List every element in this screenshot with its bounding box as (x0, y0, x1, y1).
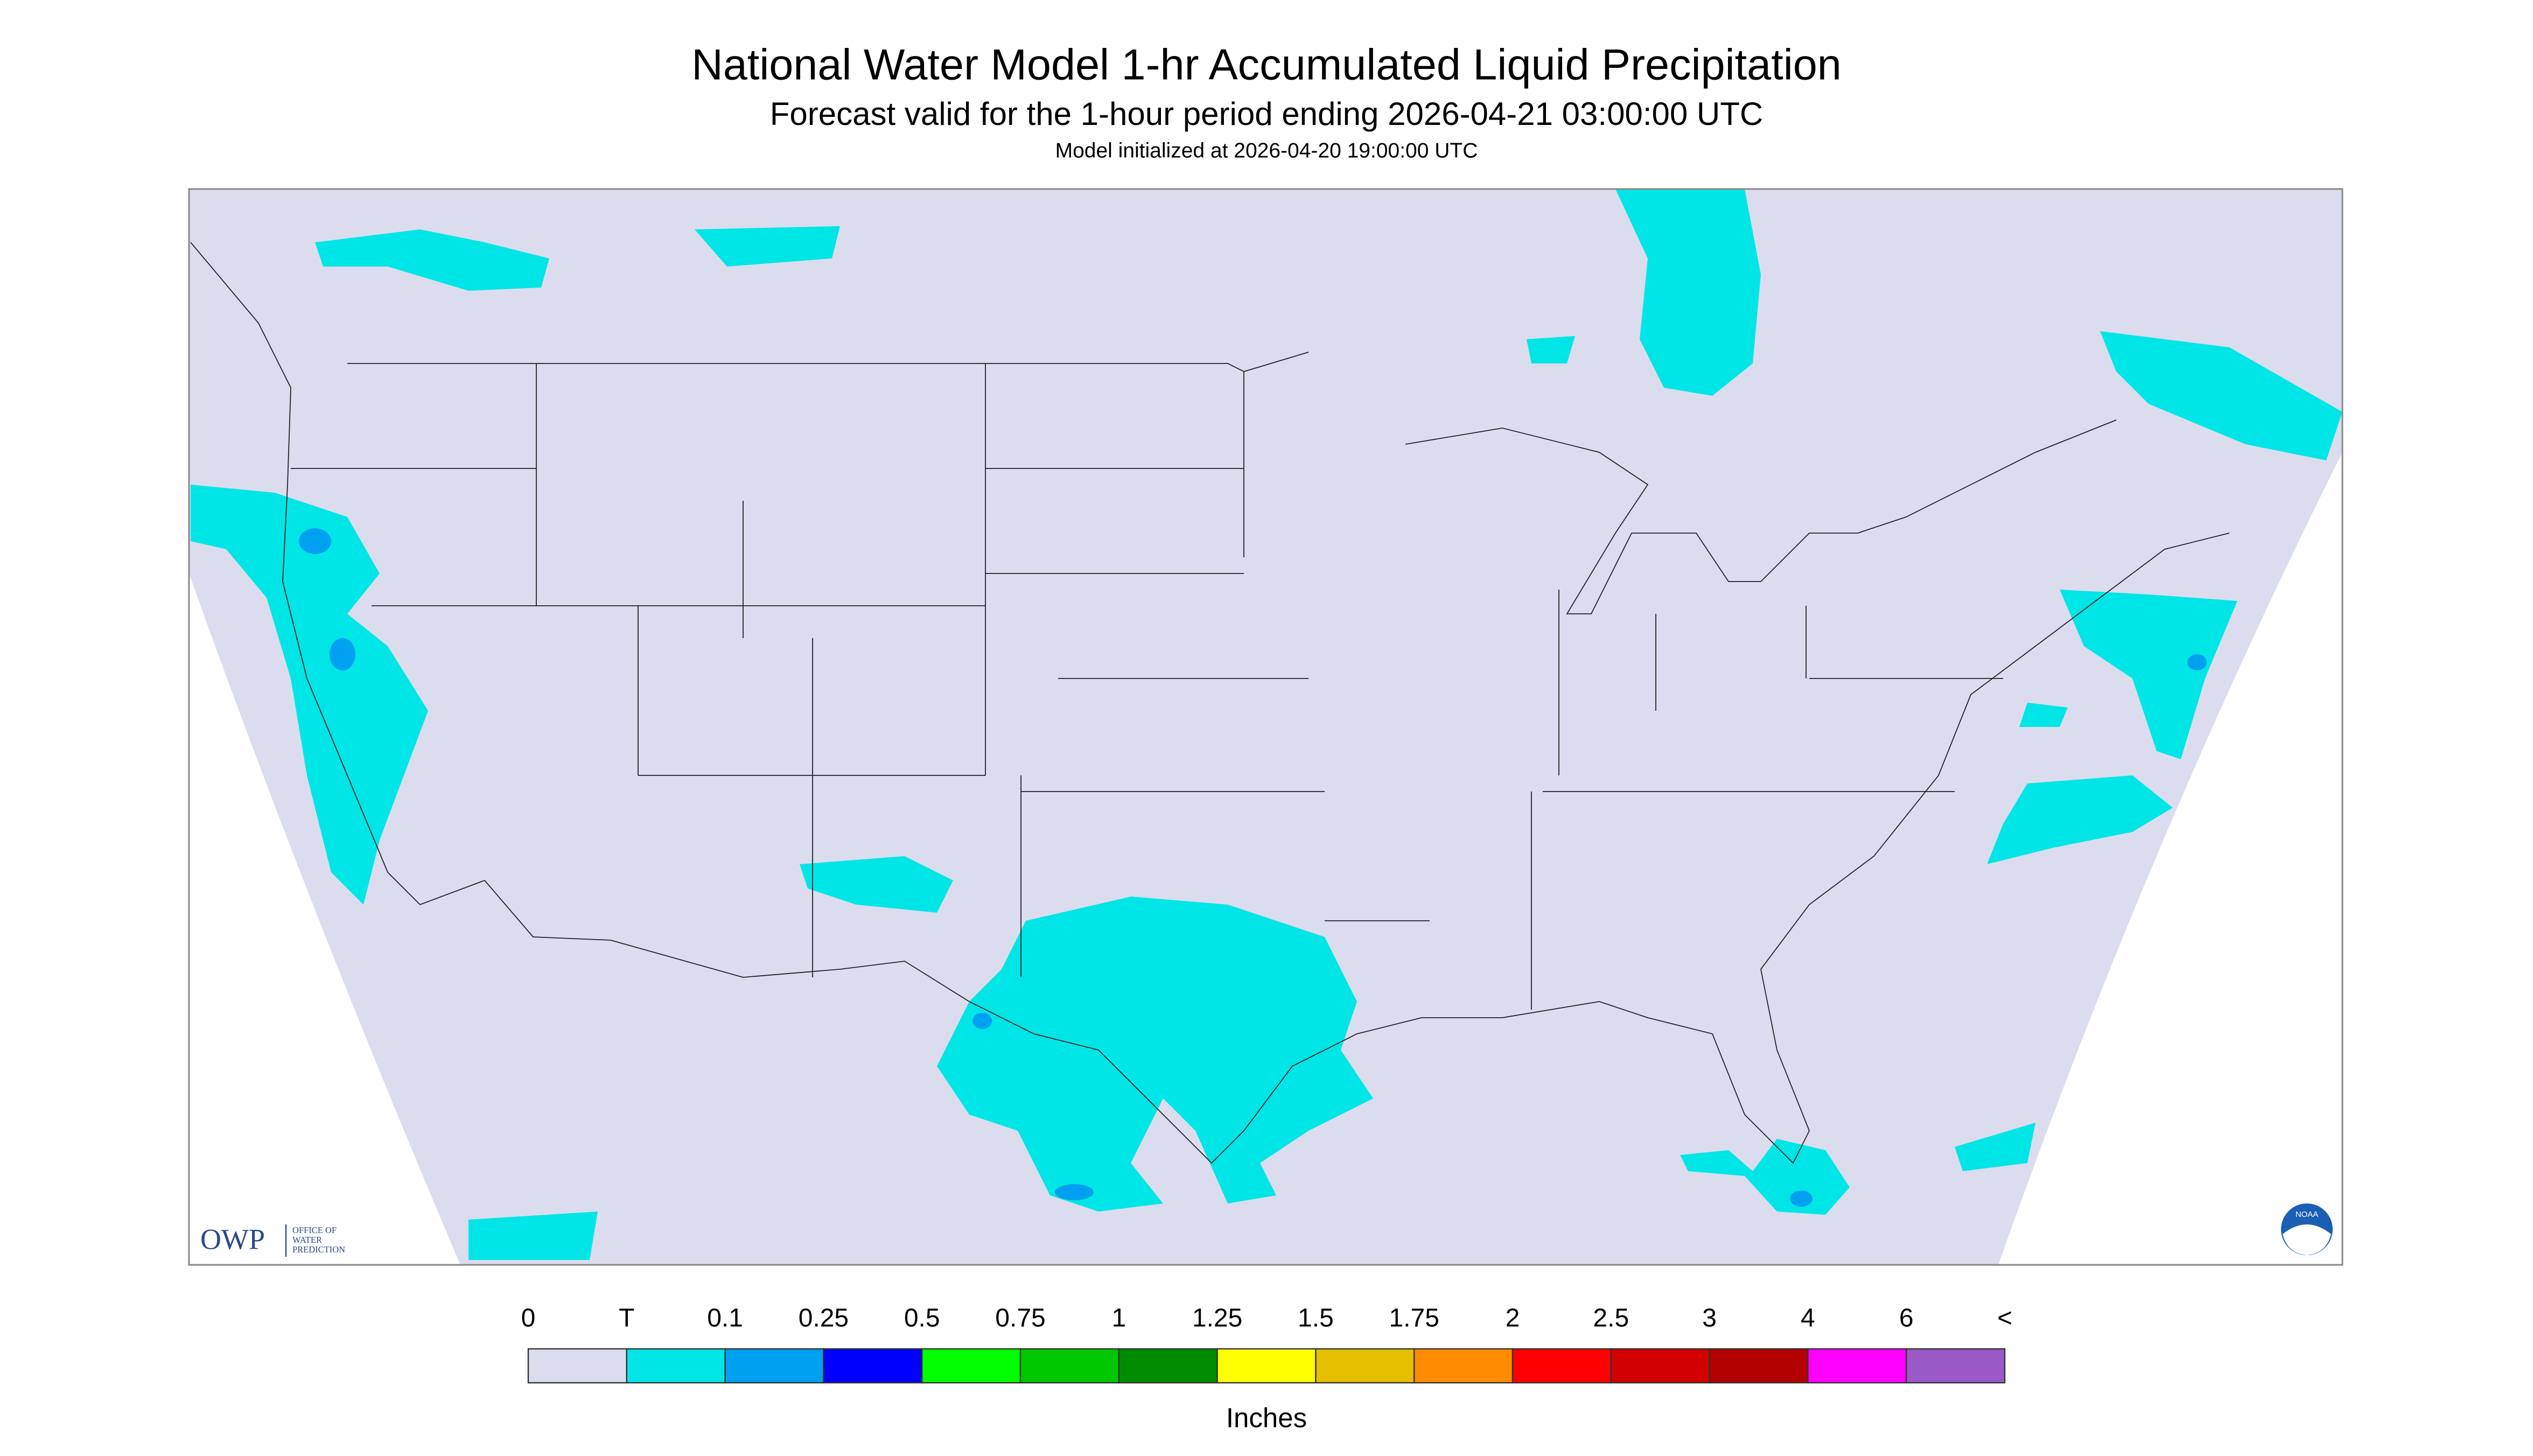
legend-swatch (1905, 1348, 2006, 1384)
legend: 0 T 0.1 0.25 0.5 0.75 1 1.25 1.5 1.75 2 2.5 3 4 6 < (521, 1304, 2012, 1384)
legend-swatch (1118, 1348, 1218, 1384)
legend-label: 6 (1899, 1304, 1914, 1333)
legend-label: 1.25 (1192, 1304, 1242, 1333)
init-time: Model initialized at 2026-04-20 19:00:00… (1055, 139, 1478, 162)
legend-swatch (921, 1348, 1021, 1384)
legend-swatch (724, 1348, 824, 1384)
noaa-text: NOAA (2296, 1210, 2319, 1219)
legend-unit: Inches (1226, 1402, 1307, 1433)
legend-label: 2 (1506, 1304, 1520, 1333)
owp-logo: OWP (200, 1223, 265, 1255)
legend-label: 3 (1702, 1304, 1717, 1333)
legend-label: 4 (1801, 1304, 1815, 1333)
legend-label: < (1997, 1304, 2012, 1333)
map-mask-left (189, 573, 460, 1265)
legend-label: 1 (1111, 1304, 1126, 1333)
legend-swatch (1315, 1348, 1415, 1384)
legend-swatch (1019, 1348, 1120, 1384)
precip-moderate (299, 528, 2207, 1207)
legend-label: 0.75 (995, 1304, 1045, 1333)
legend-label: 0.1 (707, 1304, 743, 1333)
owp-line: PREDICTION (292, 1244, 345, 1255)
legend-label: 2.5 (1593, 1304, 1629, 1333)
legend-swatch (527, 1348, 628, 1384)
subtitle: Forecast valid for the 1-hour period end… (770, 96, 1763, 132)
legend-label: 1.75 (1389, 1304, 1439, 1333)
legend-swatch (1807, 1348, 1907, 1384)
borders (190, 242, 2230, 1164)
noaa-wave (2283, 1224, 2331, 1256)
owp-line: WATER (292, 1235, 322, 1245)
legend-swatch (1414, 1348, 1514, 1384)
legend-label: 0.5 (904, 1304, 940, 1333)
map-mask-right (1998, 452, 2342, 1265)
legend-swatch (823, 1348, 923, 1384)
owp-line: OFFICE OF (292, 1225, 337, 1235)
legend-swatch (1610, 1348, 1710, 1384)
legend-swatch (1216, 1348, 1317, 1384)
map-frame (188, 188, 2343, 1266)
legend-label: T (619, 1304, 634, 1333)
legend-swatch (1709, 1348, 1809, 1384)
legend-label: 0.25 (799, 1304, 849, 1333)
legend-swatch (1512, 1348, 1612, 1384)
legend-swatch (626, 1348, 726, 1384)
precip-areas (191, 189, 2342, 1261)
legend-label: 1.5 (1298, 1304, 1334, 1333)
title: National Water Model 1-hr Accumulated Li… (691, 40, 1842, 89)
legend-label: 0 (521, 1304, 536, 1333)
